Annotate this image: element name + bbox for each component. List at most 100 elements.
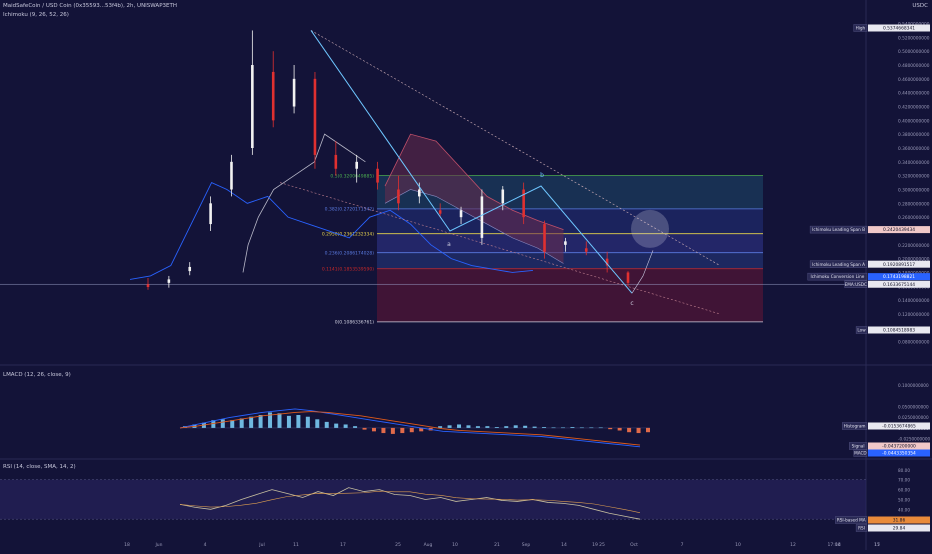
candle-body — [459, 210, 463, 218]
price-tag-value-box — [868, 24, 930, 32]
price-tag-value-box — [868, 273, 930, 281]
price-tag-name: Low — [857, 328, 866, 333]
candle-body — [543, 224, 546, 252]
macd-tag-name-box — [842, 422, 868, 430]
fib-zone-red — [377, 268, 763, 322]
price-tag-name: Ichimoku Conversion Line — [810, 274, 864, 279]
price-tag-value: 0.1743198821 — [883, 274, 915, 280]
time-tick-label: 17:00 — [828, 542, 841, 548]
macd-histogram-bar — [617, 427, 622, 431]
macd-line — [179, 408, 641, 448]
rsi-tag-name: RSI-based MA — [837, 518, 866, 523]
macd-histogram-bar — [475, 426, 480, 428]
macd-histogram-bar — [570, 427, 575, 428]
time-tick-label: 25 — [599, 542, 605, 548]
rsi-band — [0, 479, 866, 520]
macd-histogram-bar — [627, 427, 632, 433]
price-tick-label: 0.5200000000 — [898, 35, 930, 41]
rsi-line — [179, 487, 641, 520]
price-tick-label: 0.5000000000 — [898, 49, 930, 55]
macd-histogram-bar — [504, 426, 509, 428]
macd-histogram-bar — [636, 427, 641, 434]
candle-body — [188, 266, 192, 272]
candle-body — [209, 203, 212, 225]
macd-tag-name: MACD — [854, 451, 867, 456]
candle-body — [271, 71, 275, 121]
time-tick-label: 11 — [293, 542, 299, 548]
candle-body — [605, 258, 609, 266]
rsi-tag-name-box — [855, 524, 868, 532]
macd-tag-name: Histogram — [844, 424, 866, 429]
macd-histogram-bar — [296, 415, 301, 428]
candle-body — [397, 189, 400, 204]
fib-level-label: 0.236(0.2086174028) — [325, 250, 375, 256]
time-tick-label: 12 — [790, 542, 796, 548]
time-tick-label: 14 — [561, 542, 567, 548]
candle-body — [438, 210, 442, 214]
rsi-tag-value-box — [868, 516, 930, 524]
price-tick-label: 0.1200000000 — [898, 312, 930, 318]
price-tag-name-box — [809, 225, 868, 234]
rsi-tag-value: 29.84 — [893, 526, 906, 532]
time-tick-label: 18 — [124, 542, 130, 548]
time-tick-label: Jul — [258, 542, 264, 548]
time-tick-label: 21 — [494, 542, 500, 548]
time-tick-label: 14 — [835, 542, 841, 548]
price-tag-value-box — [868, 260, 930, 268]
macd-histogram-bar — [390, 427, 395, 434]
price-tick-label: 0.3200000000 — [898, 174, 930, 180]
wave-label-c: c — [630, 300, 633, 307]
macd-histogram-bar — [286, 415, 291, 428]
rsi-tick-label: 40.00 — [898, 507, 910, 512]
price-tag-value: 0.2420439434 — [883, 227, 915, 233]
macd-histogram-bar — [523, 425, 528, 428]
candle-body — [167, 279, 171, 283]
macd-histogram-bar — [381, 427, 386, 434]
time-tick-label: 19 — [592, 542, 598, 548]
rsi-tick-label: 60.00 — [898, 488, 910, 493]
time-tick-label: 10 — [452, 542, 458, 548]
macd-histogram-bar — [400, 427, 405, 434]
candle-body — [376, 168, 379, 183]
price-tick-label: 0.3600000000 — [898, 146, 930, 152]
time-tick-label: 10 — [735, 542, 741, 548]
macd-histogram-bar — [258, 415, 263, 428]
fib-level-label: 0.2950(0.2361232334) — [322, 231, 374, 237]
fib-level-label: 0.1141(0.1853539590) — [322, 267, 374, 273]
time-tick-label: 17 — [874, 542, 880, 548]
rsi-tag-value: 31.86 — [893, 518, 906, 524]
rsi-tick-label: 50.00 — [898, 497, 910, 502]
price-tick-label: 0.2600000000 — [898, 215, 930, 221]
price-tick-label: 0.4400000000 — [898, 91, 930, 97]
macd-tag-name-box — [853, 449, 868, 457]
macd-histogram-bar — [542, 427, 547, 428]
fib-level-label: 0(0.1086336761) — [335, 320, 375, 326]
fib-zone — [377, 233, 763, 253]
price-tick-label: 0.0800000000 — [898, 340, 930, 346]
macd-histogram-bar — [343, 424, 348, 428]
chart-title: MaidSafeCoin / USD Coin (0x35593...53f4b… — [3, 3, 177, 9]
price-tick-label: 0.1400000000 — [898, 298, 930, 304]
macd-histogram-bar — [551, 427, 556, 429]
projection-arrow — [631, 250, 654, 294]
price-tick-label: 0.2000000000 — [898, 257, 930, 263]
macd-histogram-bar — [419, 427, 424, 432]
fib-zone — [377, 208, 763, 234]
price-tag-name-box — [807, 272, 868, 281]
ichimoku-cloud — [385, 134, 564, 264]
rsi-tag-value-box — [868, 524, 930, 532]
candle-body — [564, 241, 567, 245]
candle-body — [501, 189, 505, 204]
macd-histogram-bar — [598, 427, 603, 429]
macd-tick-label: -0.0250000000 — [898, 437, 930, 442]
macd-tag-value-box — [868, 449, 930, 457]
abc-pattern-line — [310, 30, 633, 294]
price-tag-name: Ichimoku Leading Span B — [812, 227, 865, 232]
macd-histogram-bar — [305, 416, 310, 428]
rsi-legend: RSI (14, close, SMA, 14, 2) — [3, 464, 76, 470]
macd-tag-value: -0.0153674865 — [882, 424, 916, 430]
candle-body — [584, 248, 588, 252]
macd-histogram-bar — [371, 427, 376, 432]
candle-body — [292, 78, 296, 107]
